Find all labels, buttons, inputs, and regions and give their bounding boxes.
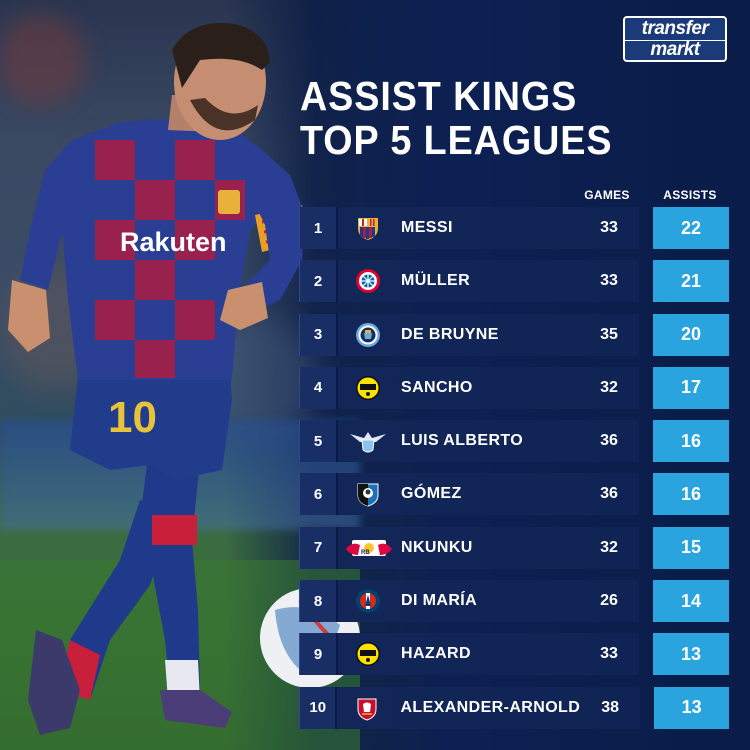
player-cell: SANCHO 32 [336,366,639,409]
player-cell: RB NKUNKU 32 [336,526,639,569]
barcelona-crest-icon [358,218,378,240]
rank: 3 [299,313,336,356]
table-row: 2 MÜLLER 33 21 [299,260,729,303]
title-line-1: ASSIST KINGS [300,73,578,119]
rank: 6 [299,473,336,516]
player-cell: HAZARD 33 [336,633,639,676]
table-row: 8 DI MARÍA 26 14 [299,580,729,623]
player-cell: LUIS ALBERTO 36 [336,420,639,463]
player-name: NKUNKU [401,538,473,556]
assists-value: 14 [653,580,729,623]
transfermarkt-logo: transfer markt [623,16,727,62]
assists-value: 13 [653,633,729,676]
rank: 9 [299,633,336,676]
player-name: MÜLLER [401,272,471,290]
table-row: 7 RB NKUNKU 32 15 [299,526,729,569]
player-name: SANCHO [401,378,473,396]
assists-value: 16 [653,420,729,463]
table-row: 9 HAZARD 33 13 [299,633,729,676]
liverpool-crest-icon [357,698,377,721]
leipzig-crest-icon: RB [346,539,392,556]
dortmund-crest-icon [356,642,380,667]
games-value: 36 [600,485,618,503]
logo-line-1: transfer [625,18,725,41]
rank: 5 [299,420,336,463]
games-column-header: GAMES [584,188,630,202]
assists-value: 15 [653,526,729,569]
assists-value: 17 [653,366,729,409]
games-value: 38 [601,698,620,716]
man-city-crest-icon [356,322,380,347]
player-cell: MESSI 33 [336,207,639,249]
assists-value: 16 [653,473,729,516]
rank: 1 [299,207,336,249]
title-line-2: TOP 5 LEAGUES [300,117,613,163]
dortmund-crest-icon [356,375,380,400]
table-row: 10 ALEXANDER-ARNOLD 38 13 [299,686,729,729]
rank: 10 [299,686,336,729]
table-row: 3 DE BRUYNE 35 20 [299,313,729,356]
shorts-number: 10 [108,393,157,442]
player-cell: ALEXANDER-ARNOLD 38 [335,686,641,729]
svg-text:RB: RB [361,550,370,556]
rank: 4 [299,366,336,409]
player-name: DI MARÍA [401,592,478,610]
page-title: ASSIST KINGS TOP 5 LEAGUES [300,74,612,162]
table-row: 1 MESSI 33 22 [299,207,729,249]
lazio-crest-icon [350,432,386,453]
games-value: 36 [600,432,618,450]
assists-value: 20 [653,313,729,356]
rank: 7 [299,526,336,569]
assists-value: 22 [653,207,729,249]
player-cell: GÓMEZ 36 [336,473,639,516]
table-row: 5 LUIS ALBERTO 36 16 [299,420,729,463]
games-value: 35 [600,325,618,343]
games-value: 26 [600,592,618,610]
atalanta-crest-icon [357,483,379,508]
player-name: ALEXANDER-ARNOLD [400,698,581,716]
games-value: 32 [600,378,618,396]
player-name: MESSI [401,219,453,236]
player-cell: DI MARÍA 26 [336,580,639,623]
games-value: 33 [600,645,618,663]
assists-value: 13 [654,686,729,729]
games-value: 32 [600,538,618,556]
assists-column-header: ASSISTS [663,188,717,202]
logo-line-2: markt [625,40,725,60]
player-name: HAZARD [401,645,471,663]
player-name: DE BRUYNE [401,325,499,343]
jersey-sponsor: Rakuten [120,227,227,257]
bayern-crest-icon [356,269,380,294]
assists-value: 21 [653,260,729,303]
player-cell: MÜLLER 33 [336,260,639,303]
table-row: 6 GÓMEZ 36 16 [299,473,729,516]
ranking-table: 1 MESSI 33 22 2 MÜLLER 33 21 3 [299,207,729,740]
player-name: LUIS ALBERTO [401,432,524,450]
games-value: 33 [600,219,618,236]
player-name: GÓMEZ [401,485,462,503]
player-cell: DE BRUYNE 35 [336,313,639,356]
games-value: 33 [600,272,618,290]
table-row: 4 SANCHO 32 17 [299,366,729,409]
rank: 2 [299,260,336,303]
rank: 8 [299,580,336,623]
psg-crest-icon [356,589,380,614]
